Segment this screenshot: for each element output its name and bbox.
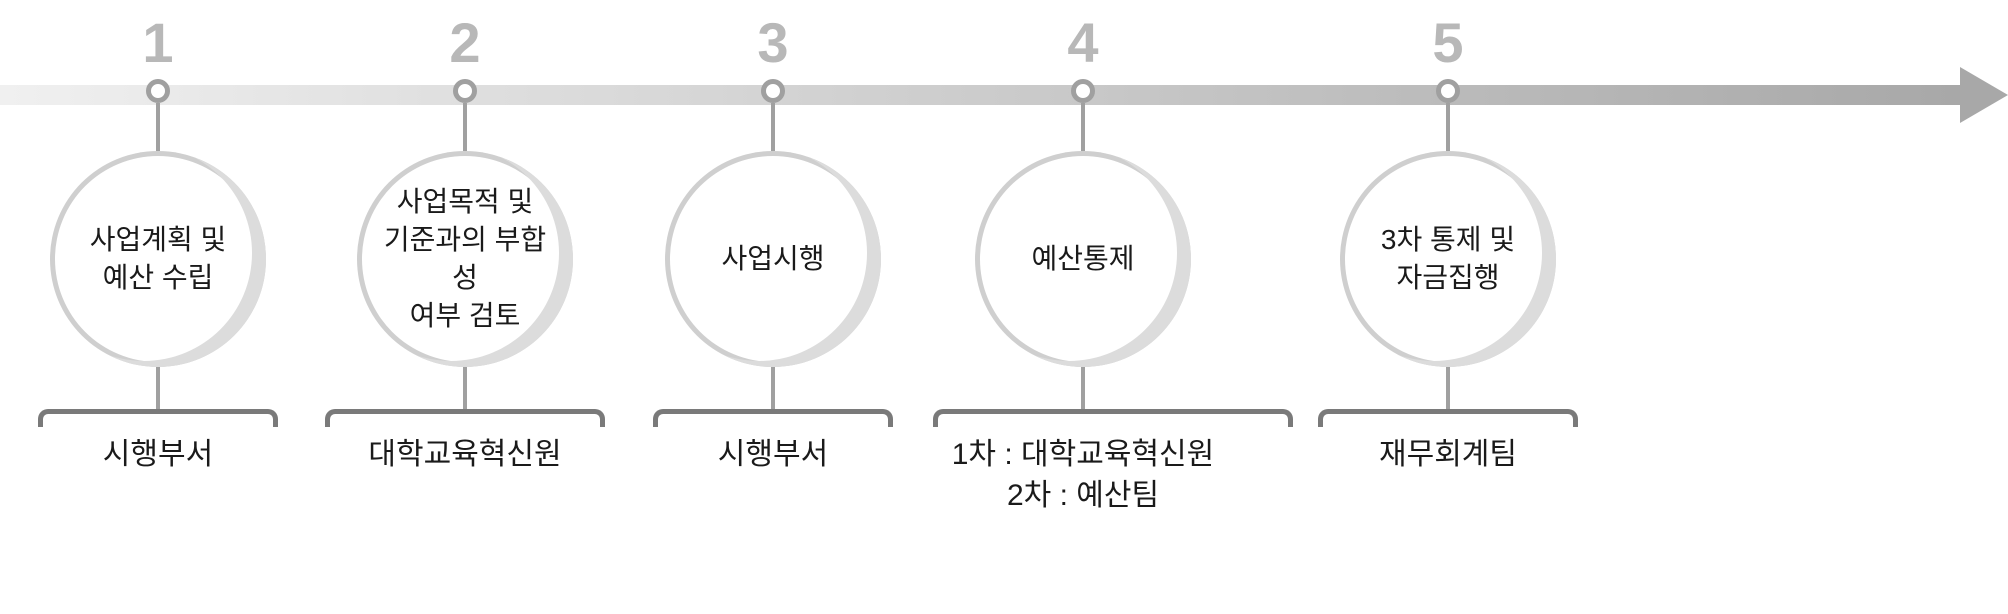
step-connector-bottom bbox=[771, 367, 775, 409]
step-dot bbox=[1071, 79, 1095, 103]
step-connector-top bbox=[156, 103, 160, 151]
step-department: 재무회계팀 bbox=[1298, 435, 1598, 476]
step-connector-top bbox=[1081, 103, 1085, 151]
step-department: 시행부서 bbox=[623, 435, 923, 476]
step-department: 대학교육혁신원 bbox=[315, 435, 615, 476]
step-title: 사업목적 및 기준과의 부합성 여부 검토 bbox=[357, 183, 573, 334]
step-bracket bbox=[38, 409, 278, 427]
step-department: 1차 : 대학교육혁신원 2차 : 예산팀 bbox=[933, 435, 1233, 516]
step-connector-top bbox=[1446, 103, 1450, 151]
step-number: 5 bbox=[1298, 10, 1598, 75]
step-connector-bottom bbox=[156, 367, 160, 409]
step-dot bbox=[1436, 79, 1460, 103]
step-title: 3차 통제 및 자금집행 bbox=[1363, 221, 1533, 297]
step-title: 사업시행 bbox=[703, 240, 842, 278]
step-4: 4 예산통제 1차 : 대학교육혁신원 2차 : 예산팀 bbox=[933, 10, 1233, 516]
step-connector-bottom bbox=[1081, 367, 1085, 409]
step-department: 시행부서 bbox=[8, 435, 308, 476]
step-number: 1 bbox=[8, 10, 308, 75]
step-bracket bbox=[1318, 409, 1578, 427]
step-title: 예산통제 bbox=[1013, 240, 1152, 278]
step-dot bbox=[453, 79, 477, 103]
step-circle: 3차 통제 및 자금집행 bbox=[1340, 151, 1556, 367]
step-circle: 사업시행 bbox=[665, 151, 881, 367]
step-bracket bbox=[933, 409, 1293, 427]
step-circle: 사업계획 및 예산 수립 bbox=[50, 151, 266, 367]
step-bracket bbox=[325, 409, 605, 427]
timeline-arrow-head bbox=[1960, 67, 2008, 123]
step-connector-bottom bbox=[1446, 367, 1450, 409]
step-connector-top bbox=[771, 103, 775, 151]
step-connector-top bbox=[463, 103, 467, 151]
step-number: 2 bbox=[315, 10, 615, 75]
step-2: 2 사업목적 및 기준과의 부합성 여부 검토대학교육혁신원 bbox=[315, 10, 615, 476]
timeline-container: 1 사업계획 및 예산 수립시행부서 2 사업목적 및 기준과의 부합성 여부 검토대… bbox=[0, 0, 2008, 614]
step-bracket bbox=[653, 409, 893, 427]
step-3: 3 사업시행시행부서 bbox=[623, 10, 923, 476]
step-circle: 예산통제 bbox=[975, 151, 1191, 367]
step-title: 사업계획 및 예산 수립 bbox=[72, 221, 245, 297]
step-number: 3 bbox=[623, 10, 923, 75]
step-connector-bottom bbox=[463, 367, 467, 409]
step-number: 4 bbox=[933, 10, 1233, 75]
step-5: 5 3차 통제 및 자금집행재무회계팀 bbox=[1298, 10, 1598, 476]
step-dot bbox=[761, 79, 785, 103]
step-dot bbox=[146, 79, 170, 103]
step-circle: 사업목적 및 기준과의 부합성 여부 검토 bbox=[357, 151, 573, 367]
step-1: 1 사업계획 및 예산 수립시행부서 bbox=[8, 10, 308, 476]
